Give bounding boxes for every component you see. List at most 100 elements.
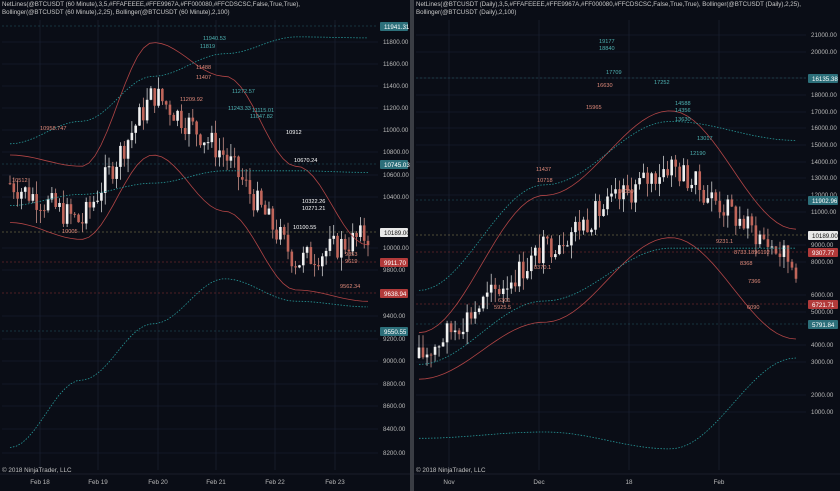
candle-body: [786, 245, 790, 262]
candle-body: [237, 156, 240, 178]
y-tick-label: 6000.00: [811, 292, 834, 299]
price-annotation: 17709: [606, 70, 622, 76]
candle-body: [168, 104, 172, 115]
gridlines: [2, 20, 378, 470]
price-annotation: 10100.55: [293, 225, 316, 231]
candle-body: [343, 238, 347, 250]
y-tick-label: 11000.00: [383, 127, 409, 134]
price-box: 11941.31: [380, 22, 410, 31]
candle-body: [73, 213, 77, 215]
price-box-bg: [808, 231, 838, 240]
candle-body: [421, 347, 425, 358]
candle-body: [252, 194, 256, 211]
x-tick-label: Nov: [443, 479, 455, 486]
candle-body: [461, 331, 465, 335]
candle-body: [16, 192, 19, 199]
x-tick-label: Feb 19: [88, 479, 108, 486]
chart-panel-daily[interactable]: NetLines(@BTCUSDT (Daily),3,5,#FFAFEEEE,…: [414, 0, 840, 491]
candle-body: [27, 187, 31, 201]
price-box-label: 5791.84: [812, 322, 835, 329]
candle-body: [111, 166, 115, 179]
x-tick-label: 18: [625, 479, 633, 486]
price-annotation: 6301: [498, 298, 510, 304]
candle-body: [138, 107, 141, 126]
candle-body: [501, 288, 505, 295]
candlesticks: [417, 154, 798, 368]
price-annotation: 10322.26: [302, 199, 325, 205]
candle-body: [638, 178, 641, 185]
candle-body: [790, 261, 794, 268]
candle-body: [180, 110, 183, 129]
y-tick-label: 9000.00: [811, 242, 834, 249]
candle-body: [275, 229, 278, 240]
candle-body: [770, 246, 774, 248]
candle-body: [39, 209, 42, 211]
price-box: 10189.00: [808, 231, 838, 240]
gridlines: [416, 20, 806, 470]
candle-body: [590, 229, 593, 233]
price-annotation: 8370.1: [534, 265, 551, 271]
price-annotation: 11437: [536, 167, 551, 173]
price-annotation: 9562.34: [340, 284, 360, 290]
candle-body: [662, 169, 665, 178]
price-annotation: 9853: [345, 252, 357, 258]
indicator-line: [419, 357, 797, 450]
price-annotation: 10080: [618, 189, 634, 195]
price-annotation: 11940.53: [203, 36, 226, 42]
price-annotation: 14588: [675, 101, 691, 107]
price-annotation: 11488: [196, 65, 211, 71]
candle-body: [477, 308, 481, 312]
candle-body: [642, 172, 645, 179]
indicator-line: [418, 237, 797, 380]
price-chart-hourly[interactable]: 11940.5311819114881140711272.5711243.331…: [0, 0, 410, 491]
price-annotation: 11047.82: [250, 114, 273, 120]
y-tick-label: 16000.00: [811, 125, 837, 132]
candle-body: [279, 226, 282, 240]
candle-body: [778, 253, 782, 257]
candle-body: [328, 238, 332, 251]
candle-body: [602, 209, 605, 216]
candle-body: [12, 183, 16, 193]
candle-body: [794, 267, 798, 279]
y-axis: 21000.0020000.0019000.0018000.0017000.00…: [811, 32, 837, 416]
candle-body: [351, 232, 355, 252]
x-tick-label: Feb 18: [30, 479, 50, 486]
price-annotation: 18840: [599, 46, 615, 52]
panel-divider[interactable]: [410, 0, 414, 491]
candle-body: [244, 179, 248, 181]
price-annotation: 15965: [586, 105, 602, 111]
y-tick-label: 10800.00: [383, 149, 409, 156]
candle-body: [282, 226, 286, 235]
price-annotation: 13630: [675, 117, 691, 123]
y-tick-label: 2000.00: [811, 392, 834, 399]
y-tick-label: 18000.00: [811, 92, 837, 99]
candle-body: [782, 245, 786, 257]
price-box-label: 6721.71: [812, 302, 835, 309]
candle-body: [206, 142, 210, 144]
candle-body: [81, 222, 84, 224]
price-annotation: 11243.33: [228, 106, 251, 112]
candle-body: [433, 346, 437, 355]
price-box-label: 9307.77: [812, 250, 835, 257]
y-tick-label: 8200.00: [383, 450, 406, 457]
indicator-label: NetLines(@BTCUSDT (Daily),3,5,#FFAFEEEE,…: [416, 1, 801, 16]
candle-body: [746, 216, 750, 229]
price-boxes: 16135.38 11902.96 10189.00 9307.77 6721.71 57…: [808, 74, 838, 329]
candle-body: [31, 194, 35, 201]
candle-body: [145, 99, 149, 121]
y-tick-label: 9400.00: [383, 313, 406, 320]
y-tick-label: 9800.00: [383, 267, 406, 274]
candle-body: [758, 234, 762, 245]
candle-body: [525, 271, 529, 279]
candle-body: [670, 159, 673, 176]
candle-body: [214, 132, 217, 158]
y-tick-label: 9000.00: [383, 358, 406, 365]
candle-body: [529, 255, 533, 272]
candle-body: [149, 88, 153, 100]
candle-body: [233, 156, 237, 158]
candle-body: [429, 354, 433, 356]
chart-panel-hourly[interactable]: NetLines(@BTCUSDT (60 Minute),3,5,#FFAFE…: [0, 0, 410, 491]
candle-body: [267, 208, 271, 215]
